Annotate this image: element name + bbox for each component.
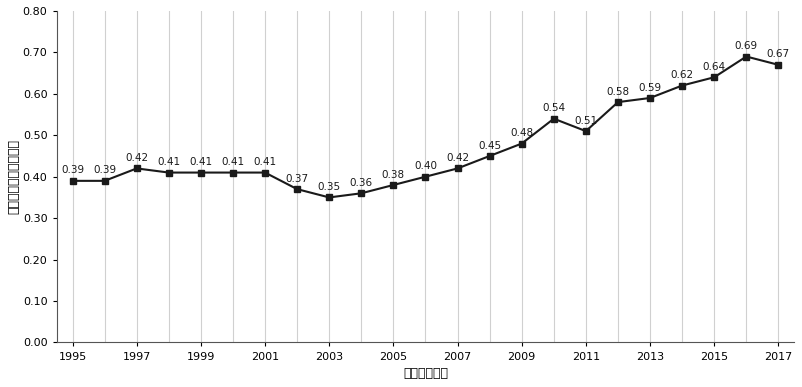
Y-axis label: 能源复合系统可持续度: 能源复合系统可持续度 bbox=[7, 139, 20, 214]
Text: 0.38: 0.38 bbox=[382, 170, 405, 180]
Text: 0.64: 0.64 bbox=[703, 62, 726, 72]
Text: 0.58: 0.58 bbox=[606, 87, 630, 97]
Text: 0.59: 0.59 bbox=[638, 82, 662, 92]
Text: 0.69: 0.69 bbox=[735, 41, 758, 51]
Text: 0.48: 0.48 bbox=[510, 128, 533, 138]
Text: 0.51: 0.51 bbox=[574, 116, 597, 126]
Text: 0.41: 0.41 bbox=[221, 157, 245, 167]
Text: 0.41: 0.41 bbox=[189, 157, 213, 167]
Text: 0.41: 0.41 bbox=[157, 157, 180, 167]
Text: 0.36: 0.36 bbox=[350, 178, 373, 188]
Text: 0.67: 0.67 bbox=[767, 50, 790, 60]
Text: 0.39: 0.39 bbox=[61, 166, 84, 175]
Text: 0.42: 0.42 bbox=[125, 153, 148, 163]
Text: 0.37: 0.37 bbox=[286, 174, 309, 184]
Text: 0.35: 0.35 bbox=[318, 182, 341, 192]
Text: 0.39: 0.39 bbox=[93, 166, 116, 175]
Text: 0.41: 0.41 bbox=[253, 157, 277, 167]
Text: 0.45: 0.45 bbox=[478, 140, 501, 151]
Text: 0.62: 0.62 bbox=[670, 70, 694, 80]
Text: 0.42: 0.42 bbox=[446, 153, 469, 163]
Text: 0.40: 0.40 bbox=[414, 161, 437, 171]
X-axis label: 时间跟度：年: 时间跟度：年 bbox=[403, 367, 448, 380]
Text: 0.54: 0.54 bbox=[542, 103, 565, 113]
